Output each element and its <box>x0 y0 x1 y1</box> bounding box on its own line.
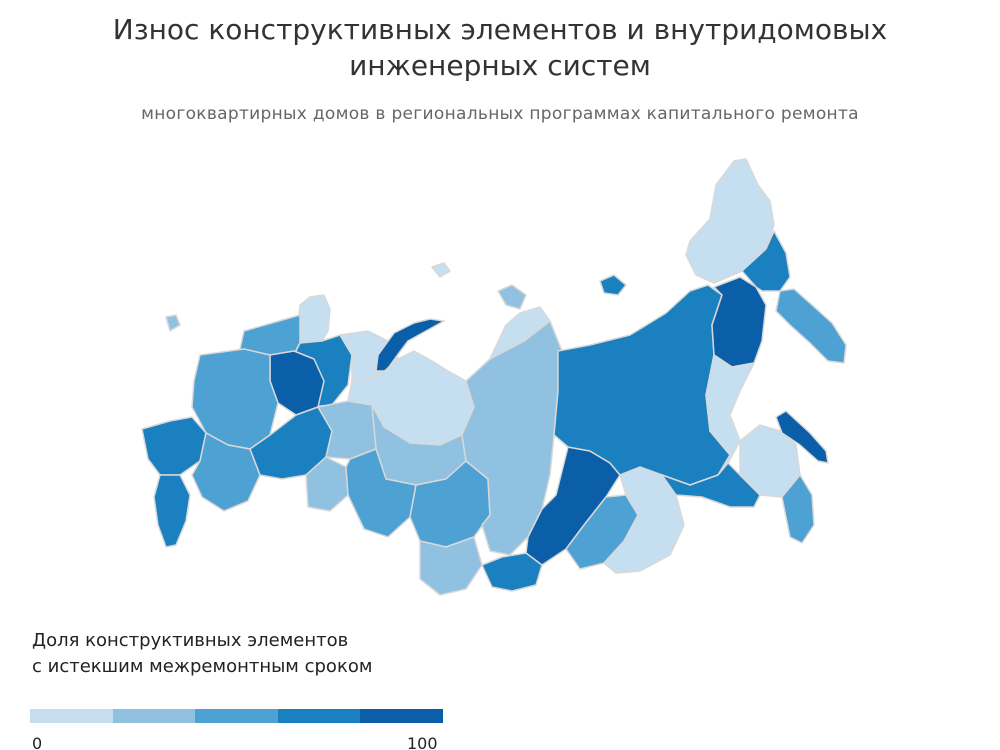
legend-swatch-4 <box>360 709 443 723</box>
region-volga[interactable] <box>191 432 261 512</box>
region-taymyr-north[interactable] <box>489 306 551 360</box>
region-magadan[interactable] <box>711 276 767 368</box>
region-franz-josef[interactable] <box>431 262 451 278</box>
russia-map-svg <box>141 158 847 596</box>
region-kamchatka[interactable] <box>775 288 847 364</box>
legend-max-label: 100 <box>407 734 438 750</box>
region-tyumen-omsk[interactable] <box>345 448 417 538</box>
legend-min-label: 0 <box>32 734 43 750</box>
legend-swatch-2 <box>195 709 278 723</box>
map-subtitle: многоквартирных домов в региональных про… <box>141 104 859 124</box>
russia-map <box>110 145 890 615</box>
region-altai[interactable] <box>419 536 483 596</box>
region-kaliningrad[interactable] <box>165 314 181 332</box>
legend-color-scale <box>30 709 443 723</box>
region-severnaya-zemlya[interactable] <box>497 284 527 310</box>
map-title: Износ конструктивных элементов и внутрид… <box>0 12 1000 84</box>
legend-title-line1: Доля конструктивных элементов <box>32 630 349 651</box>
region-new-siberian-islands[interactable] <box>599 274 627 296</box>
region-primorye[interactable] <box>781 474 815 544</box>
legend-title-line2: с истекшим межремонтным сроком <box>32 656 373 677</box>
region-sakhalin[interactable] <box>775 410 829 464</box>
map-title-line2: инженерных систем <box>349 49 651 82</box>
region-chukotka[interactable] <box>685 158 775 284</box>
legend-swatch-3 <box>277 709 361 723</box>
map-title-line1: Износ конструктивных элементов и внутрид… <box>112 13 888 46</box>
region-murmansk[interactable] <box>297 294 331 346</box>
region-koryak-north[interactable] <box>741 230 791 292</box>
region-tuva[interactable] <box>481 552 543 592</box>
region-khabarovsk[interactable] <box>705 354 755 476</box>
region-north-caucasus[interactable] <box>153 474 191 548</box>
legend-swatch-0 <box>30 709 113 723</box>
legend-title: Доля конструктивных элементов с истекшим… <box>32 628 372 680</box>
legend-swatch-1 <box>112 709 196 723</box>
region-novaya-zemlya[interactable] <box>375 318 445 372</box>
